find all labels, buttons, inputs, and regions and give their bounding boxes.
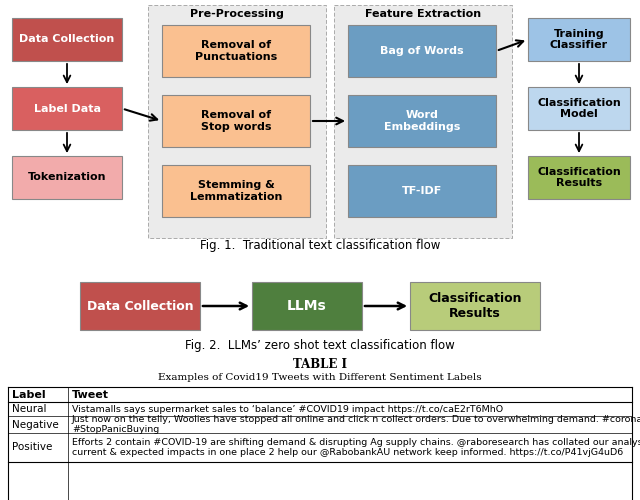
Text: Data Collection: Data Collection	[19, 34, 115, 44]
Text: Pre-Processing: Pre-Processing	[190, 9, 284, 19]
Text: Classification
Results: Classification Results	[537, 166, 621, 188]
FancyBboxPatch shape	[162, 95, 310, 147]
Text: Just now on the telly, Woolies have stopped all online and click n collect order: Just now on the telly, Woolies have stop…	[72, 415, 640, 434]
Text: Neural: Neural	[12, 404, 47, 414]
Text: Removal of
Stop words: Removal of Stop words	[201, 110, 271, 132]
FancyBboxPatch shape	[162, 165, 310, 217]
Text: Efforts 2 contain #COVID-19 are shifting demand & disrupting Ag supply chains. @: Efforts 2 contain #COVID-19 are shifting…	[72, 438, 640, 457]
FancyBboxPatch shape	[348, 95, 496, 147]
FancyBboxPatch shape	[528, 18, 630, 61]
Text: Examples of Covid19 Tweets with Different Sentiment Labels: Examples of Covid19 Tweets with Differen…	[158, 372, 482, 382]
Text: TABLE I: TABLE I	[293, 358, 347, 370]
Text: Fig. 2.  LLMs’ zero shot text classification flow: Fig. 2. LLMs’ zero shot text classificat…	[185, 338, 455, 351]
FancyBboxPatch shape	[348, 25, 496, 77]
Text: Removal of
Punctuations: Removal of Punctuations	[195, 40, 277, 62]
Text: Vistamalls says supermarket sales to ‘balance’ #COVID19 impact https://t.co/caE2: Vistamalls says supermarket sales to ‘ba…	[72, 404, 503, 413]
FancyBboxPatch shape	[334, 5, 512, 238]
Text: LLMs: LLMs	[287, 299, 327, 313]
FancyBboxPatch shape	[148, 5, 326, 238]
FancyBboxPatch shape	[162, 25, 310, 77]
Text: Feature Extraction: Feature Extraction	[365, 9, 481, 19]
Text: Classification
Model: Classification Model	[537, 98, 621, 120]
Text: Positive: Positive	[12, 442, 52, 452]
Text: Training
Classifier: Training Classifier	[550, 28, 608, 50]
Text: TF-IDF: TF-IDF	[402, 186, 442, 196]
FancyBboxPatch shape	[12, 18, 122, 61]
FancyBboxPatch shape	[80, 282, 200, 330]
Text: Label: Label	[12, 390, 45, 400]
FancyBboxPatch shape	[528, 87, 630, 130]
Text: Classification
Results: Classification Results	[428, 292, 522, 320]
Text: Tweet: Tweet	[72, 390, 109, 400]
Text: Tokenization: Tokenization	[28, 172, 106, 182]
FancyBboxPatch shape	[12, 87, 122, 130]
Text: Negative: Negative	[12, 420, 59, 430]
Text: Data Collection: Data Collection	[86, 300, 193, 312]
FancyBboxPatch shape	[252, 282, 362, 330]
Text: Fig. 1.  Traditional text classification flow: Fig. 1. Traditional text classification …	[200, 240, 440, 252]
Text: Stemming &
Lemmatization: Stemming & Lemmatization	[190, 180, 282, 202]
Text: Bag of Words: Bag of Words	[380, 46, 464, 56]
Text: Label Data: Label Data	[33, 104, 100, 114]
FancyBboxPatch shape	[12, 156, 122, 199]
FancyBboxPatch shape	[348, 165, 496, 217]
Text: Word
Embeddings: Word Embeddings	[384, 110, 460, 132]
FancyBboxPatch shape	[410, 282, 540, 330]
FancyBboxPatch shape	[528, 156, 630, 199]
